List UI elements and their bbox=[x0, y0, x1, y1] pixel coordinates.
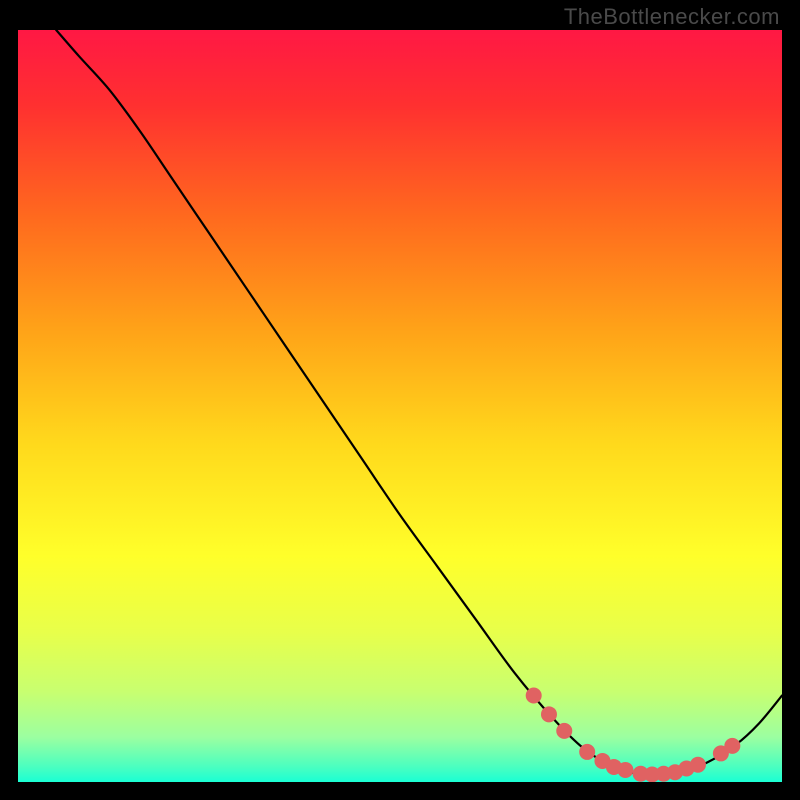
data-marker bbox=[541, 706, 557, 722]
gradient-background bbox=[18, 30, 782, 782]
data-marker bbox=[556, 723, 572, 739]
data-marker bbox=[724, 738, 740, 754]
chart-svg bbox=[18, 30, 782, 782]
attribution-text: TheBottlenecker.com bbox=[564, 4, 780, 30]
chart-area bbox=[18, 30, 782, 782]
data-marker bbox=[690, 757, 706, 773]
data-marker bbox=[526, 688, 542, 704]
data-marker bbox=[579, 744, 595, 760]
data-marker bbox=[617, 762, 633, 778]
